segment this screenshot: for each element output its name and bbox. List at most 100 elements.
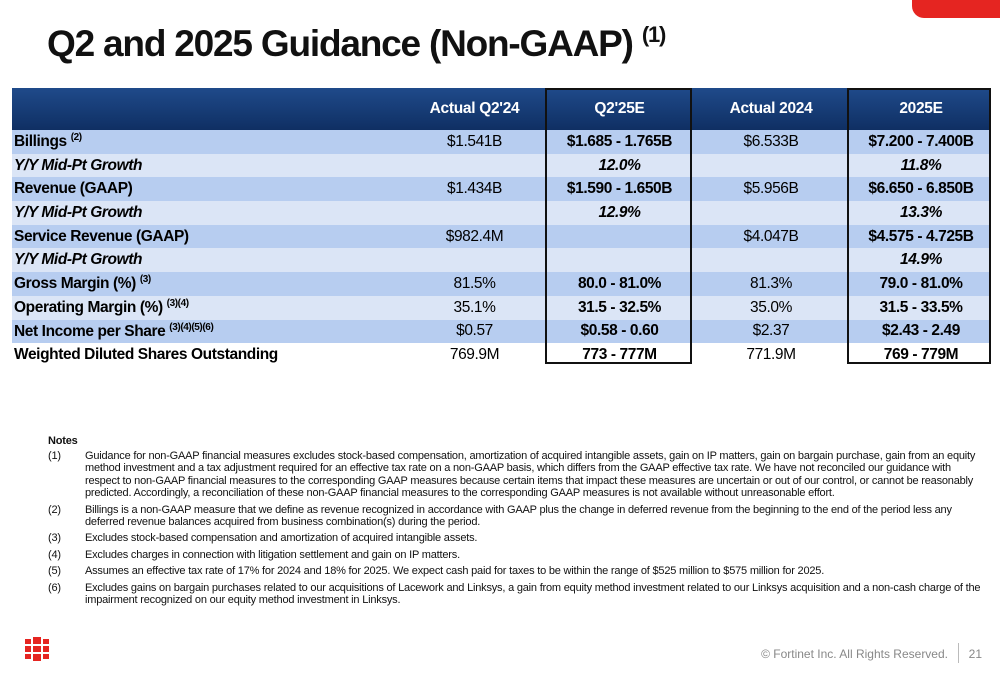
header-row: Actual Q2'24 Q2'25E Actual 2024 2025E: [12, 88, 990, 130]
note: (5) Assumes an effective tax rate of 17% …: [48, 565, 988, 577]
header-cell: Actual 2024: [729, 100, 813, 117]
note-number: (1): [48, 450, 61, 462]
table-row: Revenue (GAAP) $1.434B $1.590 - 1.650B $5.9…: [12, 177, 990, 202]
table-row: Gross Margin (%) (3) 81.5% 80.0 - 81.0% 81.…: [12, 272, 990, 296]
cell: 81.5%: [453, 274, 496, 292]
cell: $1.685 - 1.765B: [566, 132, 673, 150]
cell: $7.200 - 7.400B: [868, 132, 974, 150]
table: Actual Q2'24 Q2'25E Actual 2024 2025E Billin…: [12, 88, 990, 367]
note-number: (5): [48, 565, 61, 578]
title-note: (1): [641, 22, 667, 47]
row-label: Y/Y Mid-Pt Growth: [12, 251, 402, 269]
cell: $982.4M: [445, 227, 504, 245]
row-label: Service Revenue (GAAP): [12, 228, 402, 246]
cell: 13.3%: [900, 203, 942, 221]
cell: $1.541B: [447, 132, 502, 150]
note-text: Billings is a non-GAAP measure that we d…: [85, 503, 952, 529]
page-number: 21: [968, 647, 982, 661]
cell: 35.0%: [750, 298, 792, 316]
table-row: Service Revenue (GAAP) $982.4M $4.047B $4.5…: [12, 224, 990, 249]
column-box: [847, 88, 991, 364]
cell: $6.533B: [743, 132, 799, 150]
label-text: Y/Y Mid-Pt Growth: [14, 251, 143, 269]
cell: 35.1%: [453, 298, 496, 316]
row-label: Gross Margin (%) (3): [12, 274, 402, 293]
cell: 12.0%: [598, 156, 641, 174]
note: (2) Billings is a non-GAAP measure that w…: [48, 504, 988, 529]
cell: 769.9M: [449, 346, 500, 364]
table-row: Billings (2) $1.541B $1.685 - 1.765B $6.533…: [12, 130, 990, 154]
row-label: Y/Y Mid-Pt Growth: [12, 157, 402, 175]
cell: 80.0 - 81.0%: [577, 274, 662, 292]
note-text: Guidance for non-GAAP financial measures…: [85, 450, 976, 500]
cell: $2.43 - 2.49: [882, 322, 960, 340]
table-row: Net Income per Share (3)(4)(5)(6) $0.57 $0…: [12, 319, 990, 344]
note-number: (6): [48, 581, 61, 594]
label-text: Y/Y Mid-Pt Growth: [14, 203, 143, 221]
cell: 79.0 - 81.0%: [879, 274, 963, 292]
cell: 14.9%: [900, 251, 942, 269]
label-text: Gross Margin (%): [14, 275, 136, 293]
note: (6) Excludes gains on bargain purchases r…: [48, 582, 988, 607]
cell: $0.57: [456, 322, 493, 340]
notes-heading: Notes: [48, 435, 78, 447]
label-note: (2): [70, 132, 82, 144]
cell: $1.590 - 1.650B: [566, 180, 673, 198]
row-label: Revenue (GAAP): [12, 180, 402, 198]
cell: $4.575 - 4.725B: [868, 227, 974, 245]
cell: 12.9%: [598, 203, 641, 221]
cell: 31.5 - 33.5%: [879, 298, 963, 316]
label-text: Net Income per Share: [14, 322, 166, 340]
note-number: (4): [48, 548, 61, 561]
cell: $5.956B: [743, 180, 799, 198]
notes: Notes (1) Guidance for non-GAAP financial …: [48, 435, 988, 610]
table-row: Y/Y Mid-Pt Growth 12.0% 11.8%: [12, 153, 990, 178]
header-cell: Actual Q2'24: [429, 100, 520, 117]
copyright: © Fortinet Inc. All Rights Reserved.: [761, 647, 948, 661]
table-row: Y/Y Mid-Pt Growth 12.9% 13.3%: [12, 201, 990, 225]
cell: $4.047B: [743, 227, 799, 245]
note: (4) Excludes charges in connection with l…: [48, 549, 988, 561]
note-text: Excludes stock-based compensation and am…: [85, 532, 478, 545]
label-text: Y/Y Mid-Pt Growth: [14, 156, 143, 174]
label-text: Weighted Diluted Shares Outstanding: [14, 346, 278, 364]
row-label: Operating Margin (%) (3)(4): [12, 298, 402, 317]
note: (3) Excludes stock-based compensation and…: [48, 532, 988, 544]
header-cell: [12, 88, 402, 130]
label-note: (3)(4): [166, 298, 189, 310]
row-label: Weighted Diluted Shares Outstanding: [12, 346, 402, 364]
label-text: Billings: [14, 133, 67, 151]
label-note: (3): [139, 274, 151, 286]
cell: $0.58 - 0.60: [580, 322, 659, 340]
note-text: Assumes an effective tax rate of 17% for…: [85, 565, 825, 578]
corner-accent: [912, 0, 1000, 18]
label-note: (3)(4)(5)(6): [169, 321, 214, 333]
cell: 769 - 779M: [883, 346, 959, 364]
note-text: Excludes gains on bargain purchases rela…: [85, 581, 981, 607]
table-row: Y/Y Mid-Pt Growth 14.9%: [12, 248, 990, 273]
row-label: Billings (2): [12, 132, 402, 151]
title-text: Q2 and 2025 Guidance (Non-GAAP): [47, 23, 634, 64]
cell: 31.5 - 32.5%: [577, 298, 662, 316]
label-text: Operating Margin (%): [14, 299, 163, 317]
header-cell: 2025E: [899, 100, 943, 117]
note: (1) Guidance for non-GAAP financial measu…: [48, 450, 988, 500]
column-box: [545, 88, 692, 364]
cell: $1.434B: [447, 180, 502, 198]
table-row: Operating Margin (%) (3)(4) 35.1% 31.5 - 3…: [12, 295, 990, 320]
row-label: Net Income per Share (3)(4)(5)(6): [12, 322, 402, 341]
separator: [958, 643, 959, 663]
logo: [25, 637, 49, 661]
header-cell: Q2'25E: [594, 100, 645, 117]
label-text: Service Revenue (GAAP): [14, 227, 189, 245]
title: Q2 and 2025 Guidance (Non-GAAP) (1): [47, 22, 667, 65]
note-text: Excludes charges in connection with liti…: [85, 548, 460, 561]
note-number: (2): [48, 503, 61, 516]
cell: 11.8%: [900, 156, 942, 174]
note-number: (3): [48, 532, 61, 545]
table-row: Weighted Diluted Shares Outstanding 769.9…: [12, 343, 990, 367]
cell: $2.37: [752, 322, 790, 340]
cell: 773 - 777M: [582, 346, 657, 364]
label-text: Revenue (GAAP): [14, 180, 133, 198]
